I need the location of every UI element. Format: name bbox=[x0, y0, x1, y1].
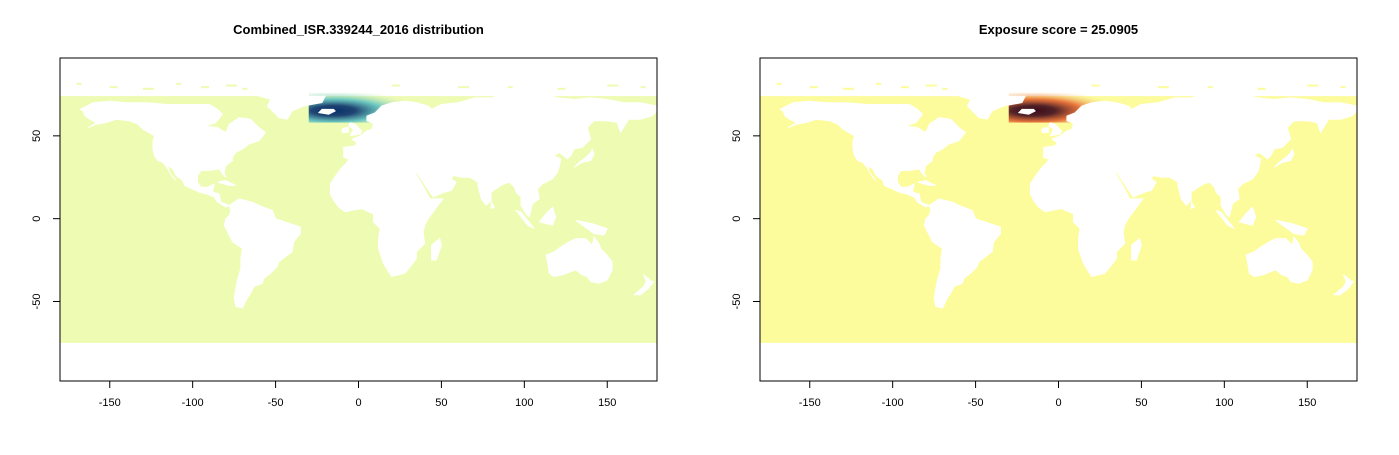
x-tick-label: 0 bbox=[1055, 397, 1061, 409]
plot-title: Combined_ISR.339244_2016 distribution bbox=[233, 22, 484, 37]
map-plot-exposure: -150 -100 -50 0 50 100 150 -50 0 50 bbox=[731, 57, 1358, 409]
land-northAmerica bbox=[79, 100, 267, 208]
x-tick-label: 100 bbox=[515, 397, 533, 409]
land-japan bbox=[573, 148, 595, 168]
map-panel-exposure: Exposure score = 25.0905 -150 -100 -50 0 50 1… bbox=[700, 0, 1399, 455]
land-southAmerica bbox=[223, 198, 301, 309]
land-svalbard bbox=[1078, 85, 1106, 94]
x-tick-label: -150 bbox=[99, 397, 121, 409]
arctic-speck bbox=[458, 86, 469, 89]
map-plot-distribution: -150 -100 -50 0 50 100 150 -50 0 50 bbox=[31, 57, 658, 409]
arctic-speck bbox=[391, 84, 400, 87]
land-sriLanka bbox=[1190, 200, 1196, 210]
arctic-speck bbox=[176, 82, 182, 85]
arctic-speck bbox=[109, 86, 118, 89]
arctic-speck bbox=[842, 87, 854, 90]
x-tick-label: -50 bbox=[968, 397, 984, 409]
arctic-speck bbox=[876, 82, 882, 85]
arctic-speck bbox=[1091, 84, 1100, 87]
land-borneo bbox=[538, 206, 557, 226]
land-borneo bbox=[1238, 206, 1257, 226]
land-australia bbox=[545, 235, 613, 284]
arctic-speck bbox=[200, 86, 209, 89]
plot-title: Exposure score = 25.0905 bbox=[978, 22, 1139, 37]
land-greenland bbox=[258, 95, 326, 120]
y-tick-label: 50 bbox=[31, 130, 43, 142]
x-tick-label: -50 bbox=[268, 397, 284, 409]
land-japan bbox=[1273, 148, 1295, 168]
arctic-speck bbox=[809, 86, 818, 89]
arctic-speck bbox=[640, 86, 646, 89]
land-britain bbox=[348, 122, 363, 137]
map-panel-distribution: Combined_ISR.339244_2016 distribution -1… bbox=[31, 22, 658, 409]
land-britain bbox=[1048, 122, 1063, 137]
land-greenland bbox=[958, 95, 1026, 120]
x-tick-label: -150 bbox=[799, 397, 821, 409]
land-newGuinea bbox=[575, 219, 608, 236]
arctic-speck bbox=[557, 87, 566, 90]
y-tick-label: -50 bbox=[31, 294, 43, 310]
x-tick-label: 50 bbox=[1135, 397, 1147, 409]
x-tick-label: 100 bbox=[1215, 397, 1233, 409]
land-ireland bbox=[1041, 127, 1050, 133]
land-newZealandNorth bbox=[1342, 273, 1352, 285]
arctic-speck bbox=[76, 82, 82, 85]
arctic-speck bbox=[942, 87, 948, 90]
x-tick-label: 0 bbox=[355, 397, 361, 409]
x-tick-label: 150 bbox=[1298, 397, 1316, 409]
land-southAmerica bbox=[923, 198, 1001, 309]
land-newZealandNorth bbox=[642, 273, 652, 285]
x-tick-label: 150 bbox=[598, 397, 616, 409]
arctic-speck bbox=[142, 87, 154, 90]
land-ireland bbox=[341, 127, 350, 133]
land-sumatra bbox=[1214, 209, 1235, 229]
land-newZealand bbox=[1332, 279, 1355, 296]
arctic-speck bbox=[1340, 86, 1346, 89]
arctic-speck bbox=[1257, 87, 1266, 90]
x-tick-label: -100 bbox=[882, 397, 904, 409]
y-tick-label: 0 bbox=[31, 216, 43, 222]
arctic-speck bbox=[1158, 86, 1169, 89]
arctic-speck bbox=[900, 86, 909, 89]
arctic-speck bbox=[242, 87, 248, 90]
arctic-speck bbox=[925, 84, 937, 87]
land-africaEurasia bbox=[1029, 90, 1358, 278]
y-tick-label: -50 bbox=[731, 294, 743, 310]
arctic-speck bbox=[1307, 84, 1319, 87]
x-tick-label: -100 bbox=[182, 397, 204, 409]
land-cuba bbox=[917, 180, 936, 186]
land-svalbard bbox=[378, 85, 406, 94]
x-tick-label: 50 bbox=[435, 397, 447, 409]
arctic-speck bbox=[607, 84, 619, 87]
land-madagascar bbox=[431, 237, 442, 261]
arctic-speck bbox=[225, 84, 237, 87]
arctic-speck bbox=[776, 82, 782, 85]
land-newGuinea bbox=[1275, 219, 1308, 236]
land-australia bbox=[1245, 235, 1313, 284]
arctic-speck bbox=[507, 86, 513, 89]
arctic-speck bbox=[1207, 86, 1213, 89]
y-tick-label: 50 bbox=[731, 130, 743, 142]
land-iceland bbox=[317, 108, 336, 115]
land-sriLanka bbox=[490, 200, 496, 210]
land-madagascar bbox=[1131, 237, 1142, 261]
land-newZealand bbox=[632, 279, 655, 296]
land-sumatra bbox=[514, 209, 535, 229]
land-africaEurasia bbox=[329, 90, 658, 278]
land-iceland bbox=[1017, 108, 1036, 115]
land-cuba bbox=[217, 180, 236, 186]
y-tick-label: 0 bbox=[731, 216, 743, 222]
land-northAmerica bbox=[779, 100, 967, 208]
